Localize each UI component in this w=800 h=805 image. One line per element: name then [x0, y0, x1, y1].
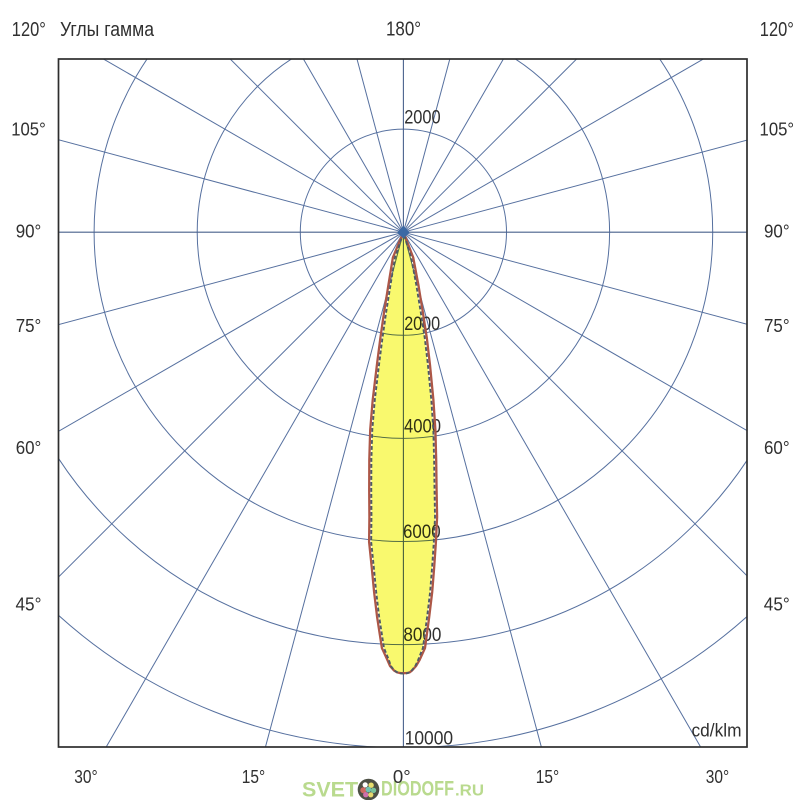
svg-text:DIODOFF: DIODOFF	[381, 778, 454, 801]
svg-text:0°: 0°	[393, 766, 411, 787]
svg-text:120°: 120°	[760, 19, 794, 41]
svg-text:105°: 105°	[11, 120, 46, 140]
svg-text:SVET: SVET	[302, 778, 358, 801]
svg-text:30°: 30°	[74, 766, 97, 787]
svg-text:30°: 30°	[706, 766, 729, 787]
svg-text:105°: 105°	[760, 120, 795, 140]
svg-text:Углы гамма: Углы гамма	[60, 19, 155, 41]
svg-text:75°: 75°	[764, 316, 790, 336]
svg-text:60°: 60°	[16, 438, 42, 458]
svg-text:90°: 90°	[16, 222, 42, 242]
svg-text:2000: 2000	[404, 107, 441, 129]
svg-text:75°: 75°	[16, 316, 42, 336]
svg-text:45°: 45°	[764, 594, 790, 614]
svg-text:10000: 10000	[405, 728, 454, 750]
svg-text:60°: 60°	[764, 438, 790, 458]
svg-text:cd/klm: cd/klm	[692, 721, 742, 741]
svg-text:.RU: .RU	[455, 783, 484, 800]
svg-text:120°: 120°	[12, 19, 46, 41]
svg-text:45°: 45°	[16, 594, 42, 614]
svg-text:90°: 90°	[764, 222, 790, 242]
svg-text:15°: 15°	[536, 766, 559, 787]
svg-text:180°: 180°	[386, 19, 421, 41]
svg-text:15°: 15°	[242, 766, 265, 787]
